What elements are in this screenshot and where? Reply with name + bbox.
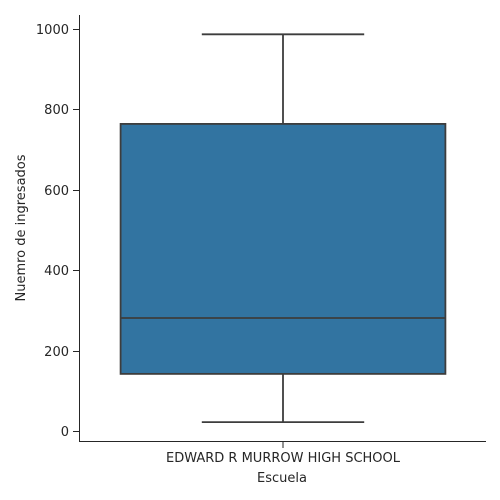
y-tick-label: 400	[44, 264, 69, 279]
x-axis-label: Escuela	[257, 471, 307, 486]
boxes	[119, 33, 447, 424]
x-ticks: EDWARD R MURROW HIGH SCHOOL	[166, 442, 401, 466]
y-ticks: 0 200 400 600 800 1000	[36, 23, 79, 440]
x-tick-label: EDWARD R MURROW HIGH SCHOOL	[166, 451, 401, 466]
y-tick-label: 1000	[36, 23, 69, 38]
y-tick-label: 800	[44, 103, 69, 118]
y-tick-label: 0	[61, 425, 69, 440]
plot-area: 0 200 400 600 800 1000 EDWARD R MURROW HIGH S…	[36, 15, 486, 466]
y-tick-label: 600	[44, 184, 69, 199]
box-iqr	[119, 123, 447, 375]
y-axis-label: Nuemro de ingresados	[14, 154, 29, 301]
y-tick-label: 200	[44, 345, 69, 360]
